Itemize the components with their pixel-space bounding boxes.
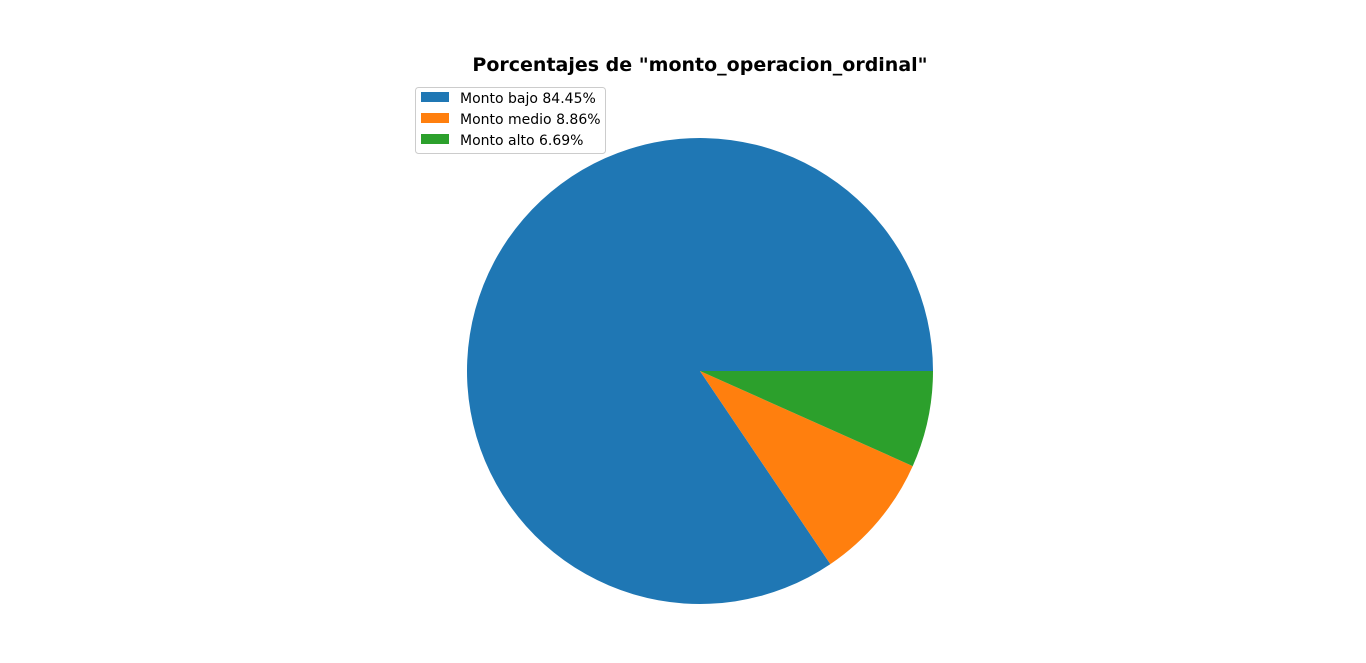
legend-label-monto-bajo: Monto bajo 84.45%: [460, 91, 596, 107]
legend-frame: [415, 87, 606, 154]
pie-slice-monto-bajo: [467, 138, 933, 605]
pie-slice-monto-medio: [700, 371, 913, 565]
legend-swatch-monto-bajo: [421, 92, 449, 102]
legend-label-monto-medio: Monto medio 8.86%: [460, 112, 601, 128]
legend-label-monto-alto: Monto alto 6.69%: [460, 133, 583, 149]
pie-slices: [467, 138, 933, 605]
pie-slice-monto-alto: [700, 371, 933, 467]
legend-swatch-monto-medio: [421, 113, 449, 123]
legend: Monto bajo 84.45% Monto medio 8.86% Mont…: [415, 87, 606, 154]
chart-title: Porcentajes de "monto_operacion_ordinal": [472, 54, 927, 76]
legend-swatch-monto-alto: [421, 134, 449, 144]
